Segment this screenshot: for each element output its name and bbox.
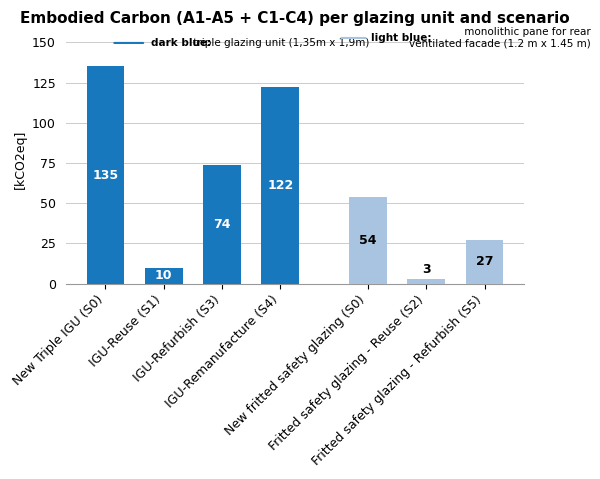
Text: 10: 10 — [155, 269, 173, 282]
Bar — [349, 197, 387, 284]
Bar — [262, 87, 299, 284]
Text: dark blue:: dark blue: — [151, 38, 211, 48]
Text: 135: 135 — [92, 169, 119, 182]
Text: 74: 74 — [214, 217, 231, 230]
Text: monolithic pane for rear
ventilated facade (1.2 m x 1.45 m): monolithic pane for rear ventilated faca… — [409, 27, 590, 49]
Bar — [466, 240, 503, 284]
Bar — [86, 67, 124, 284]
Text: 3: 3 — [422, 262, 431, 275]
Text: 122: 122 — [268, 179, 293, 192]
Bar — [145, 268, 183, 284]
Text: light blue:: light blue: — [371, 33, 431, 43]
Text: 27: 27 — [476, 255, 493, 268]
Bar — [407, 279, 445, 284]
Text: 54: 54 — [359, 234, 377, 247]
Y-axis label: [kCO2eq]: [kCO2eq] — [14, 129, 26, 189]
Title: Embodied Carbon (A1-A5 + C1-C4) per glazing unit and scenario: Embodied Carbon (A1-A5 + C1-C4) per glaz… — [20, 11, 570, 26]
Text: triple glazing unit (1,35m x 1,9m): triple glazing unit (1,35m x 1,9m) — [190, 38, 369, 48]
Bar — [203, 165, 241, 284]
